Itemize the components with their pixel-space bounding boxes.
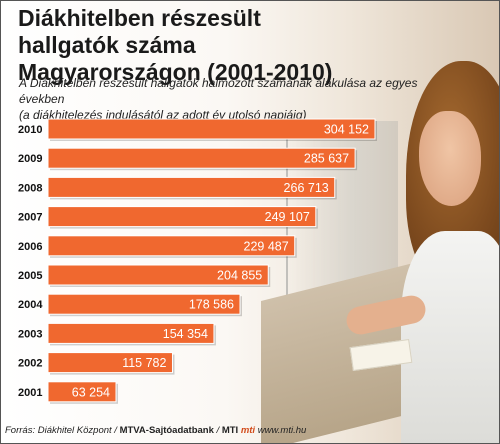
source-mti: MTI xyxy=(221,425,239,436)
bar-value-label: 229 487 xyxy=(244,239,289,253)
bar-value-label: 304 152 xyxy=(324,123,369,137)
source-url: www.mti.hu xyxy=(255,425,307,436)
bar-value-label: 154 354 xyxy=(163,327,208,341)
bar-value-label: 285 637 xyxy=(304,152,349,166)
bar-value-label: 249 107 xyxy=(265,210,310,224)
chart-title: Diákhitelben részesült hallgatók száma M… xyxy=(18,5,358,86)
source-prefix: Forrás: Diákhitel Központ / xyxy=(5,425,120,436)
year-label: 2008 xyxy=(18,182,42,194)
bar-value-label: 63 254 xyxy=(72,385,110,399)
source-note: Forrás: Diákhitel Központ / MTVA-Sajtóad… xyxy=(5,425,495,436)
year-label: 2003 xyxy=(18,328,42,340)
chart-title-line1: Diákhitelben részesült hallgatók száma xyxy=(18,5,261,58)
bar-chart: 2010 304 152 2009 285 637 2008 266 713 2007 249… xyxy=(18,118,377,404)
bar-2003 xyxy=(47,322,215,344)
chart-subtitle-line1: A Diákhitelben részesült hallgatók halmo… xyxy=(19,76,418,106)
chart-title-line2: Magyarországon (2001-2010) xyxy=(18,59,333,85)
year-label: 2002 xyxy=(18,358,42,370)
bar-value-label: 266 713 xyxy=(284,181,329,195)
year-label: 2001 xyxy=(18,387,42,399)
bar-2010 xyxy=(47,118,376,140)
year-label: 2005 xyxy=(18,270,42,282)
bar-2006 xyxy=(47,235,296,257)
bar-value-label: 178 586 xyxy=(189,298,234,312)
source-separator: / xyxy=(213,425,222,436)
bar-2002 xyxy=(47,352,173,374)
year-label: 2010 xyxy=(18,124,42,136)
bar-2008 xyxy=(47,176,336,198)
bar-value-label: 115 782 xyxy=(122,356,166,370)
year-label: 2009 xyxy=(18,153,42,165)
mti-logo: mti xyxy=(240,425,256,436)
bar-value-label: 204 855 xyxy=(217,269,262,283)
photo-clerk-shirt xyxy=(401,231,499,443)
bar-2004 xyxy=(47,293,241,315)
year-label: 2004 xyxy=(18,299,43,311)
year-label: 2006 xyxy=(18,241,42,253)
source-agency: MTVA-Sajtóadatbank xyxy=(119,425,214,436)
photo-clerk-face xyxy=(419,111,481,206)
bar-2009 xyxy=(47,147,356,169)
bar-2007 xyxy=(47,206,317,228)
bar-2005 xyxy=(47,264,269,286)
year-label: 2007 xyxy=(18,212,42,224)
bar-2001 xyxy=(47,381,117,403)
